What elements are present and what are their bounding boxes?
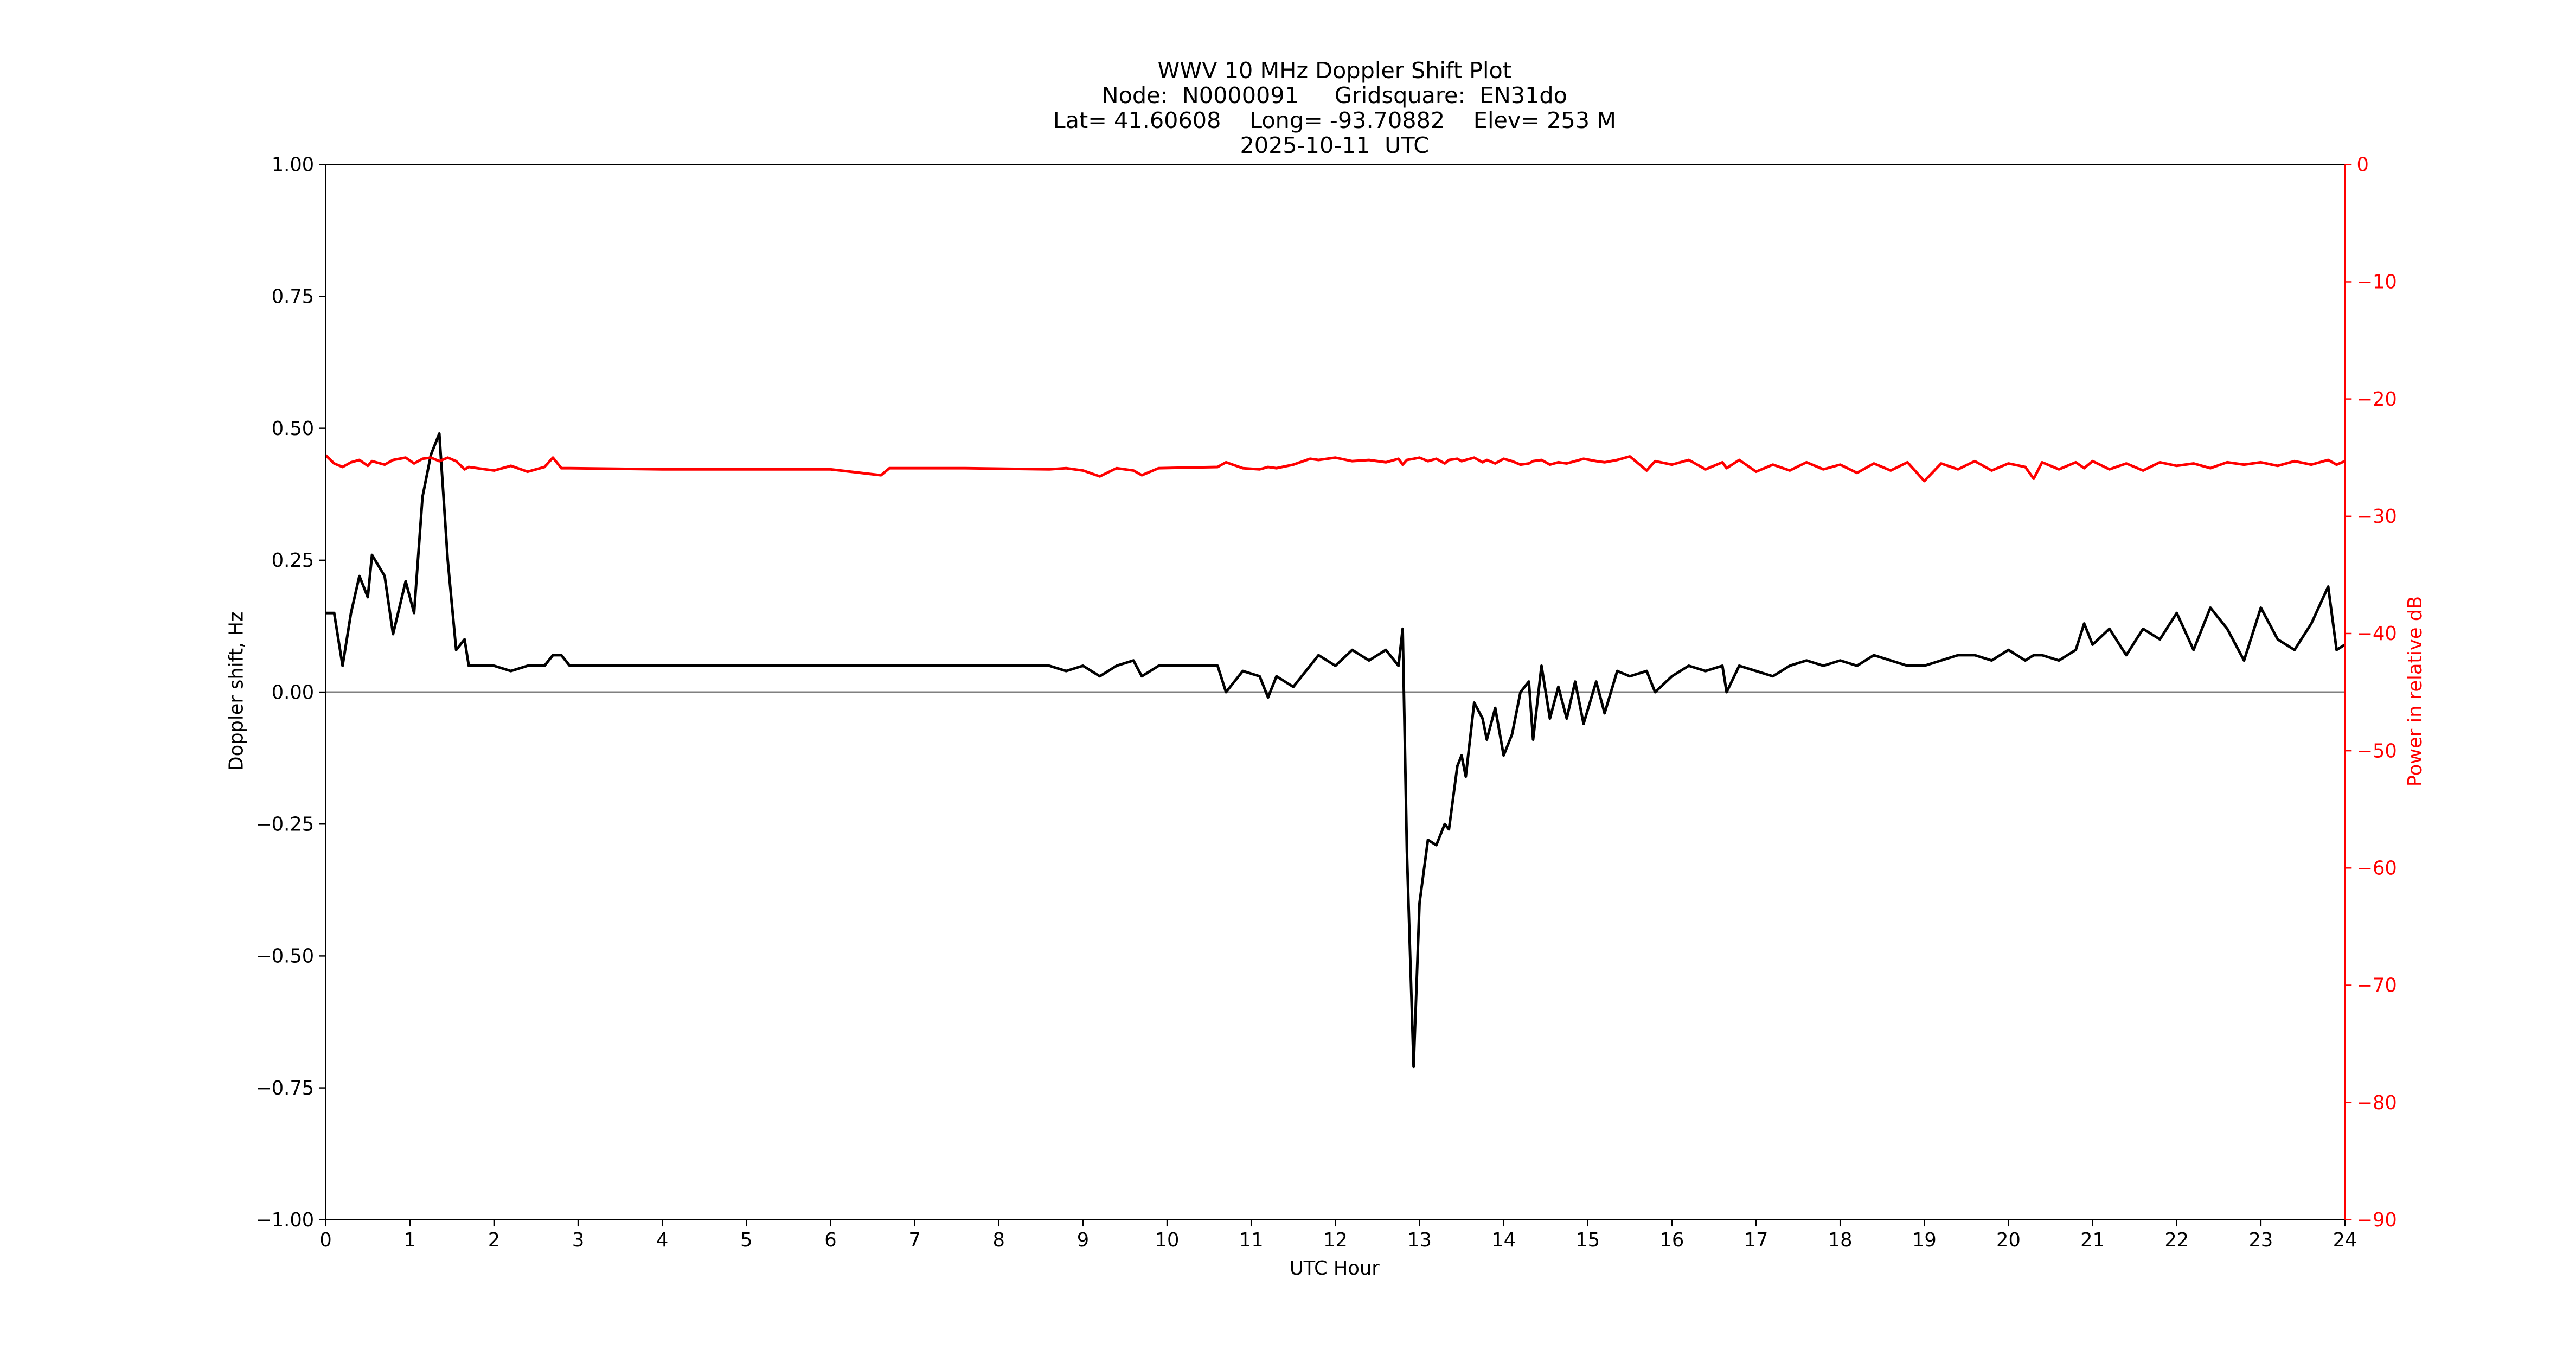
chart-title: WWV 10 MHz Doppler Shift Plot <box>1158 57 1512 84</box>
x-tick-label: 16 <box>1659 1229 1684 1251</box>
y2-tick-label: −60 <box>2356 858 2396 880</box>
x-tick-label: 13 <box>1407 1229 1432 1251</box>
x-tick-label: 9 <box>1077 1229 1089 1251</box>
x-tick-label: 10 <box>1155 1229 1180 1251</box>
x-tick-label: 20 <box>1996 1229 2021 1251</box>
y2-tick-label: −70 <box>2356 975 2396 997</box>
y-tick-label: 0.25 <box>272 549 314 572</box>
y-tick-label: 1.00 <box>272 154 314 176</box>
y-tick-label: −0.50 <box>255 945 314 968</box>
y2-tick-label: −20 <box>2356 388 2396 411</box>
x-tick-label: 23 <box>2248 1229 2273 1251</box>
x-tick-label: 22 <box>2164 1229 2189 1251</box>
x-tick-label: 5 <box>740 1229 752 1251</box>
chart-subtitle: Lat= 41.60608 Long= -93.70882 Elev= 253 … <box>1053 107 1616 133</box>
x-tick-label: 11 <box>1239 1229 1264 1251</box>
x-tick-label: 3 <box>572 1229 584 1251</box>
x-tick-label: 17 <box>1744 1229 1768 1251</box>
x-tick-label: 24 <box>2333 1229 2357 1251</box>
y-tick-label: 0.00 <box>272 681 314 703</box>
x-tick-label: 6 <box>824 1229 836 1251</box>
chart-subtitle: Node: N0000091 Gridsquare: EN31do <box>1102 82 1567 108</box>
x-tick-label: 12 <box>1323 1229 1348 1251</box>
y2-tick-label: −90 <box>2356 1209 2396 1231</box>
x-tick-label: 15 <box>1575 1229 1600 1251</box>
y-tick-label: −0.25 <box>255 813 314 835</box>
y-tick-label: 0.50 <box>272 418 314 440</box>
x-tick-label: 2 <box>488 1229 500 1251</box>
x-tick-label: 4 <box>656 1229 668 1251</box>
x-tick-label: 8 <box>993 1229 1005 1251</box>
y-axis-label: Doppler shift, Hz <box>225 612 247 771</box>
y-tick-label: 0.75 <box>272 286 314 308</box>
y2-tick-label: −30 <box>2356 506 2396 528</box>
chart-subtitle: 2025-10-11 UTC <box>1240 132 1429 158</box>
data-line <box>325 432 2346 1069</box>
x-tick-label: 19 <box>1912 1229 1937 1251</box>
y2-tick-label: −50 <box>2356 740 2396 762</box>
y2-axis-label: Power in relative dB <box>2404 596 2426 787</box>
y2-tick-label: 0 <box>2356 154 2368 176</box>
x-tick-label: 0 <box>319 1229 331 1251</box>
y2-tick-label: −80 <box>2356 1092 2396 1114</box>
x-tick-label: 21 <box>2080 1229 2105 1251</box>
data-line <box>324 454 2346 483</box>
x-tick-label: 14 <box>1491 1229 1516 1251</box>
x-tick-label: 1 <box>404 1229 416 1251</box>
x-tick-label: 18 <box>1828 1229 1853 1251</box>
y2-tick-label: −10 <box>2356 271 2396 293</box>
y-tick-label: −1.00 <box>255 1209 314 1231</box>
y-tick-label: −0.75 <box>255 1077 314 1099</box>
x-tick-label: 7 <box>908 1229 920 1251</box>
y2-tick-label: −40 <box>2356 623 2396 645</box>
x-axis-label: UTC Hour <box>1290 1257 1380 1280</box>
